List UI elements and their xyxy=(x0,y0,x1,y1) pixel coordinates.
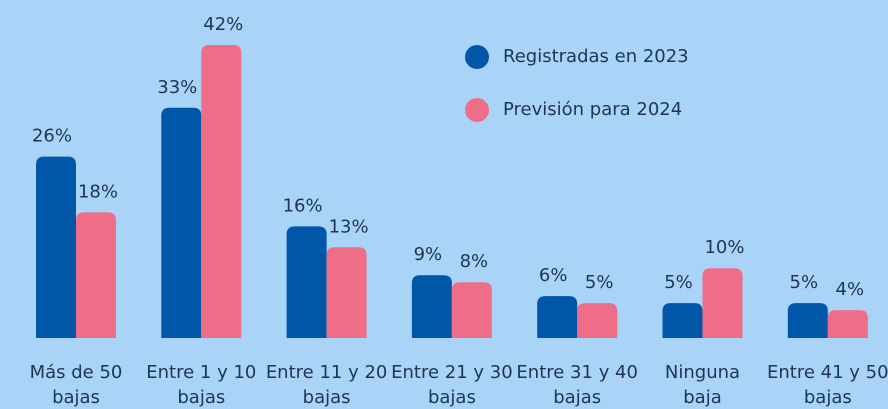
x-tick-label: Entre 41 y 50 bajas xyxy=(767,362,888,408)
x-tick-label: Entre 11 y 20 bajas xyxy=(266,362,388,408)
value-label: 5% xyxy=(585,272,614,293)
bar xyxy=(827,310,868,338)
x-tick-label: Entre 1 y 10 bajas xyxy=(146,362,256,408)
value-label: 16% xyxy=(283,195,323,216)
value-label: 6% xyxy=(539,265,568,286)
value-label: 33% xyxy=(157,77,197,98)
bar xyxy=(662,303,703,338)
bar xyxy=(451,282,492,338)
bar xyxy=(36,156,76,338)
x-tick-label: Entre 21 y 30 bajas xyxy=(391,362,513,408)
bar xyxy=(76,212,116,338)
value-label: 18% xyxy=(78,181,118,202)
bar xyxy=(577,303,618,338)
value-label: 13% xyxy=(329,216,369,237)
value-label: 9% xyxy=(414,244,443,265)
value-label: 10% xyxy=(704,237,744,258)
bar xyxy=(286,226,327,338)
bar xyxy=(702,268,743,338)
value-label: 5% xyxy=(790,272,819,293)
value-label: 26% xyxy=(32,126,72,147)
value-label: 4% xyxy=(836,279,865,300)
bar xyxy=(201,45,242,338)
bar xyxy=(787,303,828,338)
legend-label: Registradas en 2023 xyxy=(503,46,689,67)
bar xyxy=(326,247,367,338)
bar xyxy=(537,296,578,338)
bar xyxy=(411,275,452,338)
x-tick-label: Más de 50 bajas xyxy=(30,362,123,408)
legend-marker xyxy=(465,98,489,122)
value-label: 8% xyxy=(460,251,489,272)
legend-label: Previsión para 2024 xyxy=(503,99,682,120)
bar xyxy=(161,107,202,339)
value-label: 42% xyxy=(203,14,243,35)
x-tick-label: Entre 31 y 40 bajas xyxy=(516,362,638,408)
legend-marker xyxy=(465,45,489,69)
x-tick-label: Ninguna baja xyxy=(665,362,740,408)
value-label: 5% xyxy=(664,272,693,293)
